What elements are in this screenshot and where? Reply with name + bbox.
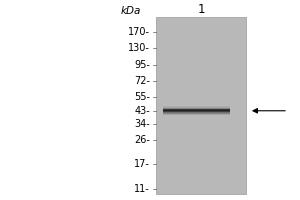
Text: kDa: kDa <box>121 6 141 16</box>
Text: 17-: 17- <box>134 159 150 169</box>
Text: 130-: 130- <box>128 43 150 53</box>
Bar <box>163 111 230 112</box>
Text: 95-: 95- <box>134 60 150 70</box>
Bar <box>163 107 230 108</box>
Text: 26-: 26- <box>134 135 150 145</box>
Text: 1: 1 <box>197 3 205 16</box>
Bar <box>163 110 230 111</box>
Text: 34-: 34- <box>134 119 150 129</box>
Bar <box>163 109 230 110</box>
Text: 55-: 55- <box>134 92 150 102</box>
Bar <box>163 114 230 115</box>
Bar <box>163 113 230 114</box>
Text: 170-: 170- <box>128 27 150 37</box>
Bar <box>156 17 246 194</box>
Bar <box>163 109 230 110</box>
Text: 11-: 11- <box>134 184 150 194</box>
Bar <box>163 113 230 114</box>
Bar <box>163 106 230 107</box>
Bar <box>163 106 230 107</box>
Bar <box>163 112 230 113</box>
Bar <box>163 114 230 115</box>
Text: 72-: 72- <box>134 76 150 86</box>
Bar <box>163 110 230 111</box>
Text: 43-: 43- <box>134 106 150 116</box>
Bar <box>163 108 230 109</box>
